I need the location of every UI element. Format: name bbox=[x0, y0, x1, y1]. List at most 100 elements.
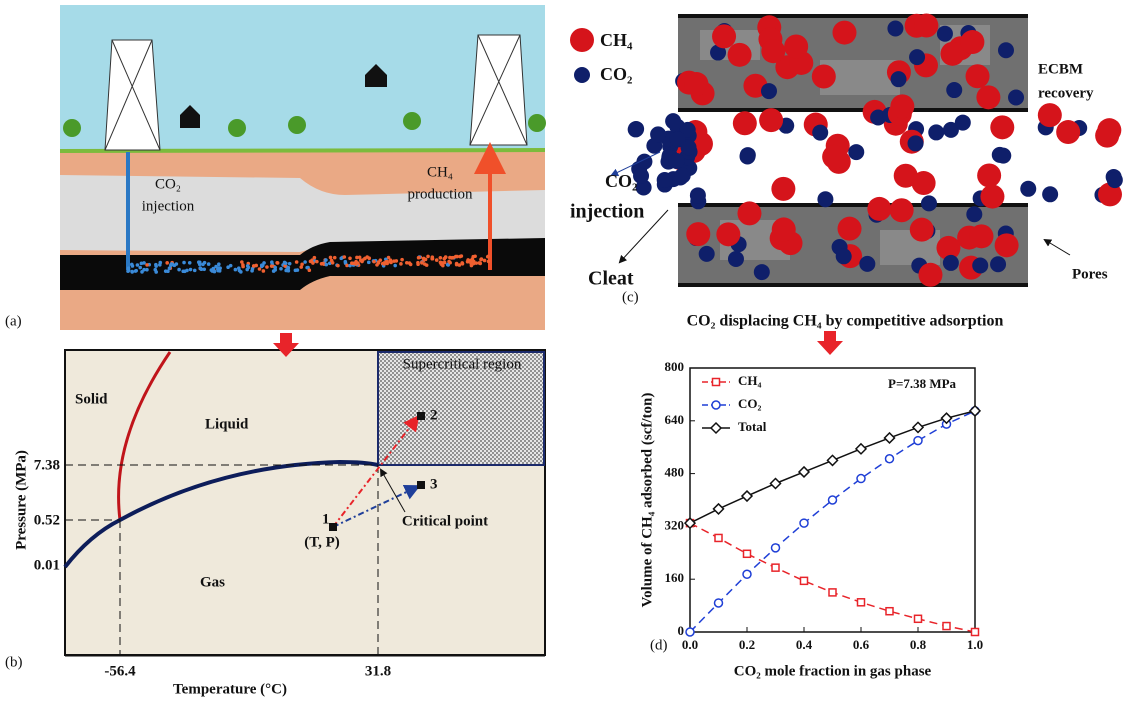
gas-particle bbox=[260, 263, 264, 267]
co2-molecule bbox=[887, 21, 903, 37]
co2-molecule bbox=[740, 148, 756, 164]
co2-molecule bbox=[928, 124, 944, 140]
y-axis-label: Volume of CH₄ adsorbed (scf/ton) bbox=[639, 393, 655, 608]
y-tick-label: 0 bbox=[678, 623, 685, 638]
gas-particle bbox=[273, 266, 277, 270]
gas-particle bbox=[182, 261, 186, 265]
gas-particle bbox=[188, 261, 192, 265]
ch4-molecule bbox=[867, 197, 891, 221]
ch4-molecule bbox=[1056, 120, 1080, 144]
label: ECBM bbox=[1038, 61, 1083, 77]
gas-particle bbox=[480, 257, 484, 261]
co2-molecule bbox=[946, 82, 962, 98]
gas-particle bbox=[470, 264, 474, 268]
y-tick-label: 320 bbox=[665, 517, 685, 532]
ch4-molecule bbox=[838, 217, 862, 241]
gas-particle bbox=[140, 270, 144, 274]
ch4-molecule bbox=[686, 222, 710, 246]
gas-particle bbox=[250, 269, 254, 273]
ch4-molecule bbox=[832, 21, 856, 45]
co2-molecule bbox=[657, 172, 673, 188]
panel-label: (c) bbox=[622, 289, 639, 305]
ch4-molecule bbox=[822, 145, 846, 169]
gas-particle bbox=[287, 266, 291, 270]
co2-molecule bbox=[995, 148, 1011, 164]
gas-particle bbox=[478, 262, 482, 266]
gas-particle bbox=[198, 263, 202, 267]
y-mark: 0.01 bbox=[34, 557, 60, 573]
ch4-molecule bbox=[1038, 103, 1062, 127]
x-tick-label: 0.2 bbox=[739, 637, 755, 652]
gas-particle bbox=[416, 262, 420, 266]
gas-particle bbox=[246, 264, 250, 268]
figure: 01603204806408000.00.20.40.60.81.0CO₂ mo… bbox=[0, 0, 1134, 702]
gas-particle bbox=[444, 255, 448, 259]
x-mark: 31.8 bbox=[365, 663, 391, 679]
x-tick-label: 0.8 bbox=[910, 637, 927, 652]
ch4-molecule bbox=[684, 72, 708, 96]
co2-molecule bbox=[670, 131, 686, 147]
gas-particle bbox=[127, 269, 131, 273]
region-label: Liquid bbox=[205, 416, 249, 432]
gas-particle bbox=[363, 257, 367, 261]
label: Pores bbox=[1072, 266, 1108, 282]
co2-molecule bbox=[836, 248, 852, 264]
data-point bbox=[772, 544, 780, 552]
gas-particle bbox=[377, 260, 381, 264]
co2-molecule bbox=[966, 206, 982, 222]
ch4-molecule bbox=[812, 64, 836, 88]
gas-particle bbox=[210, 268, 214, 272]
gas-particle bbox=[483, 259, 487, 263]
gas-particle bbox=[154, 263, 158, 267]
label: injection bbox=[142, 198, 195, 214]
legend-marker bbox=[713, 379, 720, 386]
data-point bbox=[829, 589, 836, 596]
gas-particle bbox=[440, 261, 444, 265]
gas-particle bbox=[399, 262, 403, 266]
gas-particle bbox=[165, 261, 169, 265]
gas-particle bbox=[213, 270, 217, 274]
x-axis-label: CO₂ mole fraction in gas phase bbox=[734, 663, 932, 679]
gas-particle bbox=[262, 269, 266, 273]
co2-molecule bbox=[675, 167, 691, 183]
data-point bbox=[772, 564, 779, 571]
gas-particle bbox=[400, 258, 404, 262]
gas-particle bbox=[330, 259, 334, 263]
gas-particle bbox=[241, 263, 245, 267]
y-tick-label: 480 bbox=[665, 465, 685, 480]
gas-particle bbox=[329, 256, 333, 260]
data-point bbox=[915, 615, 922, 622]
label: CH₄ bbox=[427, 164, 453, 180]
data-point bbox=[943, 623, 950, 630]
data-point bbox=[886, 608, 893, 615]
gas-particle bbox=[455, 263, 459, 267]
data-point bbox=[715, 534, 722, 541]
gas-particle bbox=[486, 255, 490, 259]
gas-particle bbox=[471, 255, 475, 259]
gas-particle bbox=[409, 263, 413, 267]
data-point bbox=[858, 599, 865, 606]
gas-particle bbox=[130, 270, 134, 274]
gas-particle bbox=[315, 260, 319, 264]
gas-particle bbox=[324, 258, 328, 262]
gas-particle bbox=[288, 262, 292, 266]
gas-particle bbox=[226, 265, 230, 269]
gas-particle bbox=[198, 266, 202, 270]
legend-label: Total bbox=[738, 419, 767, 434]
y-tick-label: 160 bbox=[665, 570, 685, 585]
legend-label: CH₄ bbox=[738, 373, 762, 388]
co2-molecule bbox=[817, 191, 833, 207]
gas-particle bbox=[214, 265, 218, 269]
panel-label: (b) bbox=[5, 654, 23, 670]
gas-particle bbox=[218, 266, 222, 270]
gas-particle bbox=[450, 256, 454, 260]
panel-a bbox=[60, 5, 546, 330]
gas-particle bbox=[448, 261, 452, 265]
ch4-molecule bbox=[771, 177, 795, 201]
point-label: 2 bbox=[430, 407, 438, 423]
x-mark: -56.4 bbox=[104, 663, 136, 679]
ch4-molecule bbox=[772, 217, 796, 241]
label: (T, P) bbox=[304, 534, 340, 550]
label: Cleat bbox=[588, 268, 634, 290]
gas-particle bbox=[405, 261, 409, 265]
